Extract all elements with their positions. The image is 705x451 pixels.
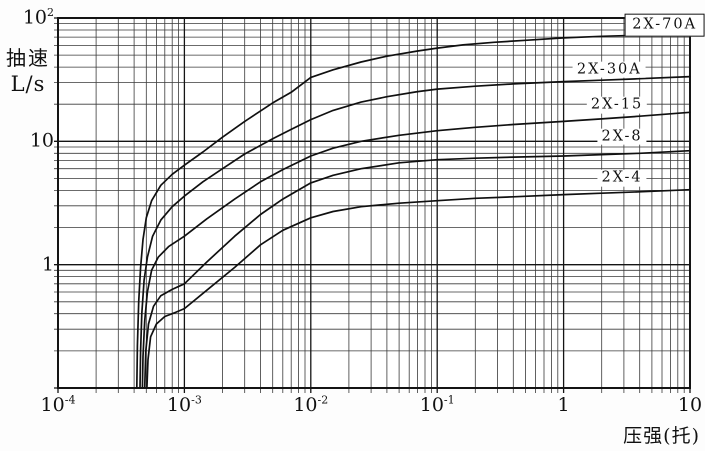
curve-label-2x-15: 2X-15 (586, 96, 648, 114)
curve-2x-30a (139, 75, 691, 389)
curve-2x-8 (143, 149, 691, 389)
y-axis-title-text: 抽速 (6, 46, 50, 70)
curve-2x-4 (146, 188, 691, 389)
curve-2x-15 (141, 111, 691, 389)
curve-2x-70a (135, 32, 691, 389)
curve-label-2x-4: 2X-4 (597, 169, 647, 187)
y-tick-1: 1 (41, 253, 54, 276)
x-tick-1e-2: 10-2 (293, 393, 329, 416)
y-tick-100: 102 (22, 6, 54, 29)
x-tick-1e-1: 10-1 (419, 393, 455, 416)
plot-backdrop (58, 18, 690, 388)
x-tick-1e-3: 10-3 (166, 393, 202, 416)
y-axis-title: 抽速 L/s (2, 45, 54, 97)
curve-label-2x-70a: 2X-70A (624, 13, 705, 37)
x-axis-title: 压强(托) (623, 425, 700, 447)
x-tick-1: 1 (557, 394, 570, 416)
curve-label-2x-30a: 2X-30A (572, 61, 646, 79)
x-tick-1e-4: 10-4 (40, 393, 76, 416)
curve-label-2x-8: 2X-8 (597, 128, 647, 146)
y-tick-10: 10 (29, 129, 54, 152)
plot-frame (57, 17, 691, 389)
x-tick-10: 10 (677, 394, 703, 416)
y-axis-unit: L/s (10, 72, 46, 96)
